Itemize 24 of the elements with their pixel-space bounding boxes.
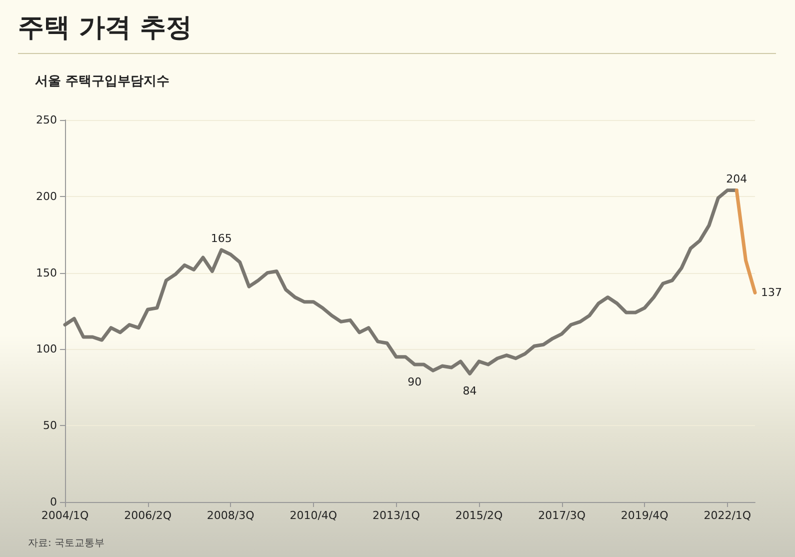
x-tick-label: 2022/1Q bbox=[704, 509, 752, 522]
x-tick-label: 2019/4Q bbox=[620, 509, 669, 522]
y-tick-label: 0 bbox=[50, 496, 57, 508]
y-tick-label: 100 bbox=[36, 342, 57, 356]
line-series bbox=[63, 188, 738, 376]
x-tick-label: 2006/2Q bbox=[124, 509, 172, 522]
data-label: 84 bbox=[462, 384, 477, 398]
y-tick-label: 50 bbox=[43, 419, 57, 432]
x-tick-label: 2017/3Q bbox=[538, 509, 586, 522]
text: 자료: 국토교통부 bbox=[28, 537, 105, 550]
data-label: 204 bbox=[726, 172, 748, 186]
data-label: 165 bbox=[210, 232, 232, 245]
y-tick-label: 250 bbox=[36, 114, 57, 126]
chart-title: 주택 가격 추정 bbox=[18, 10, 776, 54]
x-tick-label: 2015/2Q bbox=[455, 509, 504, 522]
data-label: 90 bbox=[408, 375, 422, 388]
x-tick-label: 2013/1Q bbox=[372, 509, 420, 522]
data-label: 137 bbox=[761, 286, 782, 300]
y-axis-title: 서울 주택구입부담지수 bbox=[35, 74, 170, 89]
x-tick-label: 2004/1Q bbox=[41, 509, 90, 522]
x-tick-label: 2008/3Q bbox=[206, 509, 255, 522]
x-tick-label: 2010/4Q bbox=[290, 509, 338, 522]
y-tick-label: 150 bbox=[36, 266, 57, 280]
y-tick-label: 200 bbox=[36, 190, 57, 203]
